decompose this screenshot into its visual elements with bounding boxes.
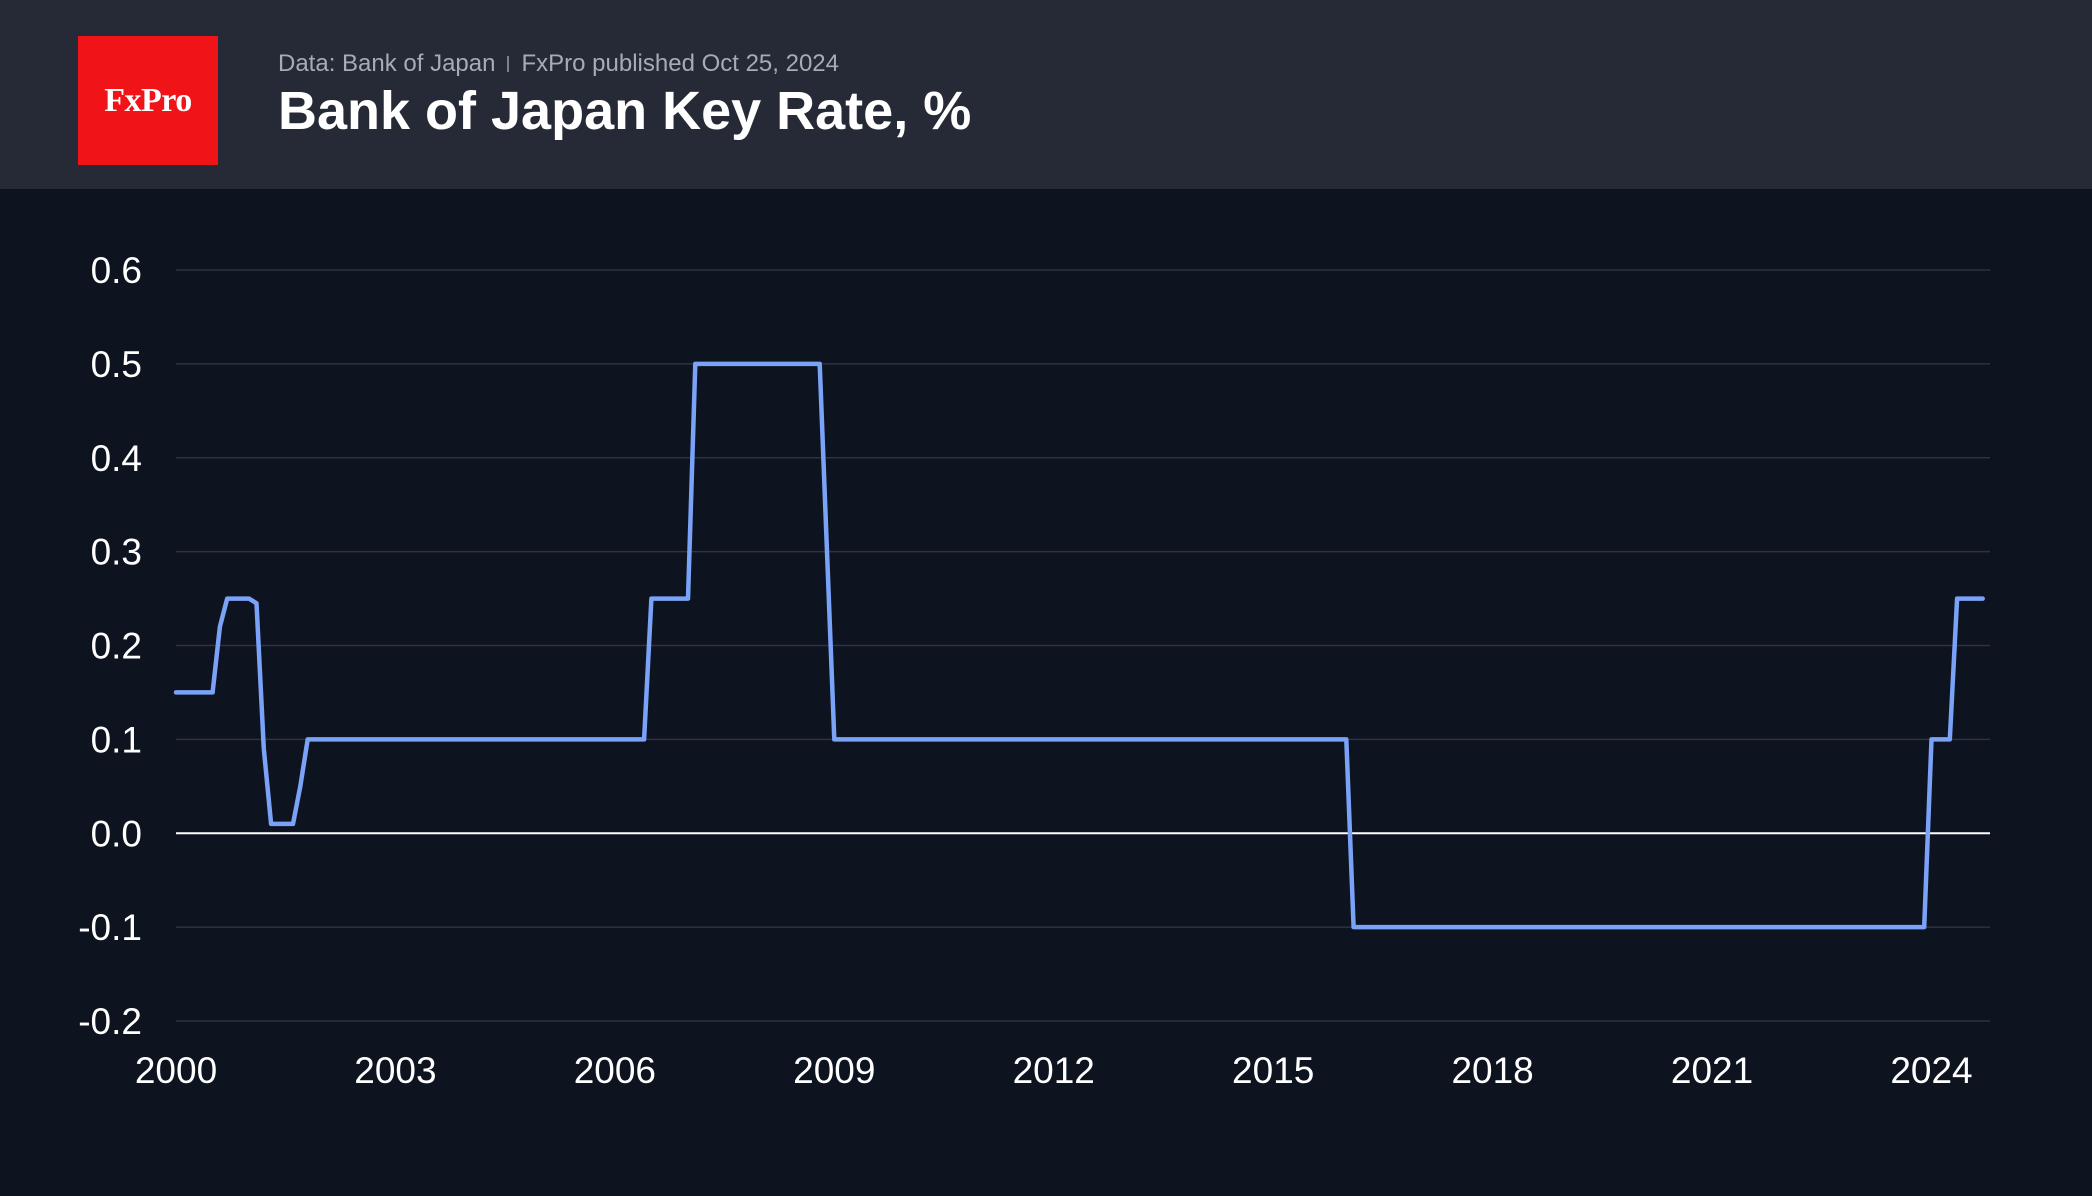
y-tick-label: -0.1 bbox=[78, 907, 142, 948]
y-tick-label: 0.2 bbox=[91, 626, 142, 667]
logo-text: FxPro bbox=[104, 81, 192, 119]
x-tick-label: 2024 bbox=[1890, 1050, 1972, 1091]
chart-title: Bank of Japan Key Rate, % bbox=[278, 81, 972, 141]
line-chart: -0.2-0.10.00.10.20.30.40.50.6 2000 2003 20… bbox=[78, 250, 1990, 1091]
x-tick-label: 2012 bbox=[1013, 1050, 1095, 1091]
x-tick-label: 2021 bbox=[1671, 1050, 1753, 1091]
x-tick-label: 2009 bbox=[793, 1050, 875, 1091]
publish-date: FxPro published Oct 25, 2024 bbox=[521, 50, 840, 77]
x-tick-label: 2000 bbox=[135, 1050, 217, 1091]
x-tick-label: 2003 bbox=[354, 1050, 436, 1091]
fxpro-logo: FxPro bbox=[78, 36, 218, 165]
y-tick-label: 0.3 bbox=[91, 532, 142, 573]
y-tick-label: 0.1 bbox=[91, 719, 142, 760]
x-tick-label: 2015 bbox=[1232, 1050, 1314, 1091]
header-bar: FxPro Data: Bank of Japan FxPro publishe… bbox=[0, 0, 2092, 189]
rate-series-line bbox=[173, 361, 1985, 930]
y-tick-label: 0.6 bbox=[91, 250, 142, 291]
y-axis-ticks: -0.2 -0.1 0.0 0.1 0.2 0.3 0.4 0.5 0.6 bbox=[78, 250, 142, 1042]
data-source: Data: Bank of Japan bbox=[278, 50, 496, 77]
y-tick-label: -0.2 bbox=[78, 1001, 142, 1042]
y-tick-label: 0.5 bbox=[91, 344, 142, 385]
y-tick-label: 0.0 bbox=[91, 813, 142, 854]
x-tick-label: 2018 bbox=[1451, 1050, 1533, 1091]
x-axis-ticks: 2000 2003 2006 2009 2012 2015 2018 2021 2024 bbox=[135, 1050, 1973, 1091]
x-tick-label: 2006 bbox=[574, 1050, 656, 1091]
grid-lines bbox=[176, 269, 1990, 1022]
chart-meta: Data: Bank of Japan FxPro published Oct … bbox=[278, 48, 839, 80]
meta-separator bbox=[507, 56, 510, 72]
series-layer bbox=[173, 361, 1985, 930]
y-tick-label: 0.4 bbox=[91, 438, 142, 479]
